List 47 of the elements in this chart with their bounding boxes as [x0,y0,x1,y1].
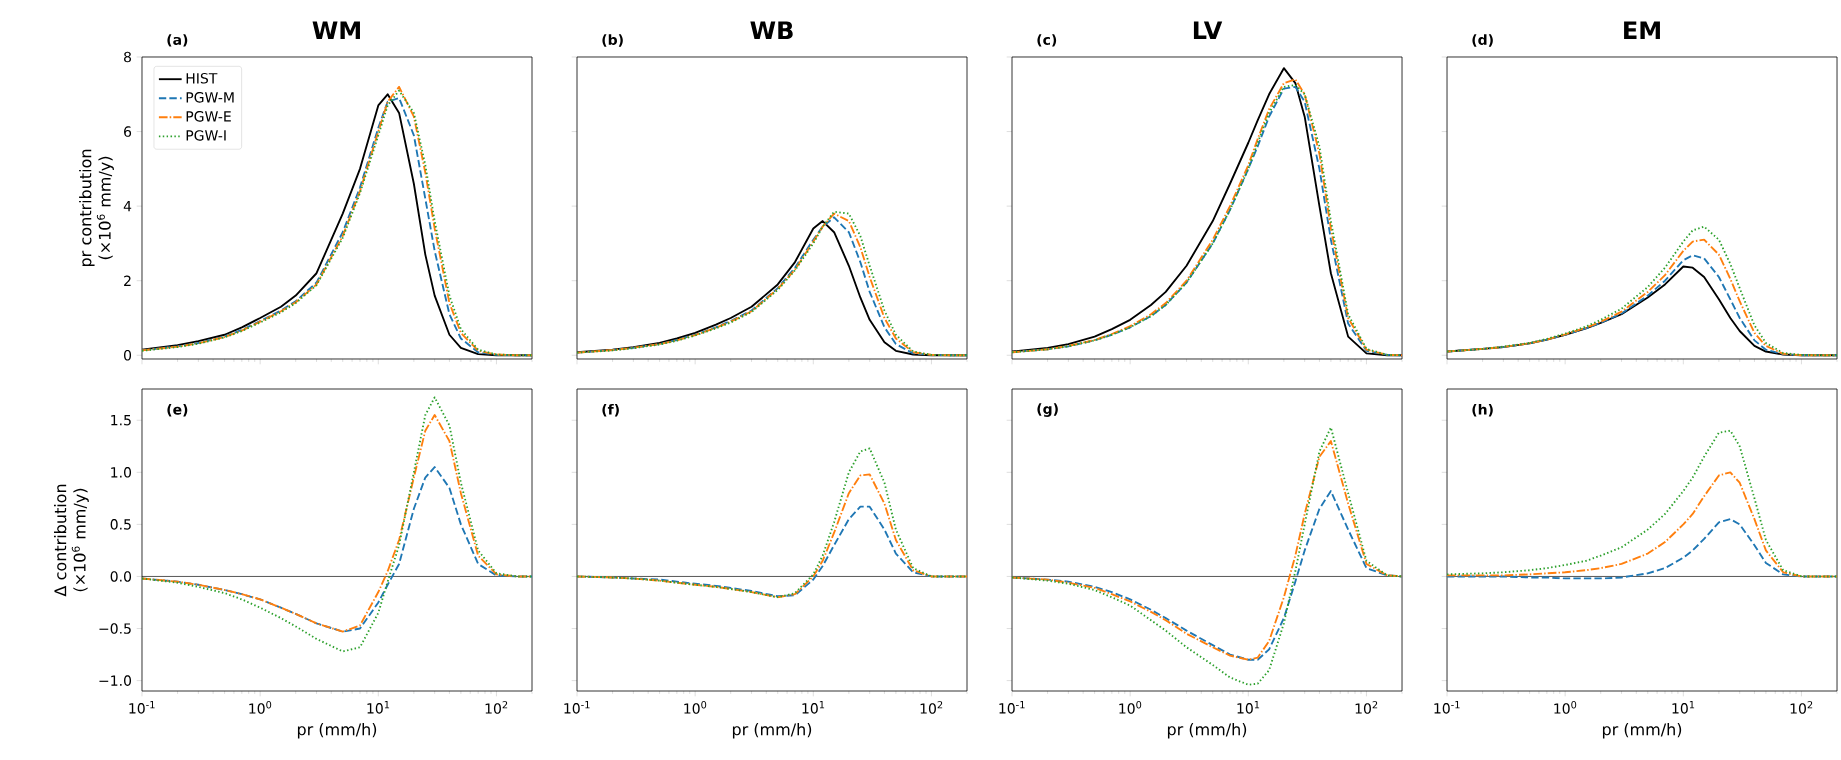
x-tick-label: 10$^{1}$ [367,701,390,714]
y-tick-label: 0.0 [110,571,132,582]
annotation: (f) [602,403,619,417]
chart-title: EM [1624,21,1660,39]
y-tick-label: −1.0 [99,675,132,686]
x-tick-label: 10$^{-1}$ [1434,701,1460,714]
y-tick-label: 1.5 [111,415,131,426]
text: (b) [602,34,623,47]
x-tick-label: 10$^{1}$ [802,701,825,714]
chart-title: WM [312,21,360,39]
annotation: (g) [1037,403,1058,417]
chart-title: LV [1193,21,1223,39]
x-tick-label: 10$^{0}$ [1119,701,1142,714]
x-tick-label: 10$^{2}$ [920,701,943,714]
x-tick-label: 10$^{1}$ [1672,701,1695,714]
legend-label: HIST [186,72,218,84]
x-tick-label: 10$^{2}$ [1790,701,1813,714]
y-tick-label: 4 [123,201,132,212]
x-tick-label: 10$^{0}$ [1554,701,1577,714]
x-axis-title: pr (mm/h) [297,722,377,739]
legend-label: PGW-E [186,111,231,122]
text: (c) [1037,34,1057,47]
annotation: (h) [1472,403,1493,417]
x-tick-label: 10$^{0}$ [684,701,707,714]
y-tick-label: 8 [124,51,132,63]
y-tick-label: 6 [124,126,132,137]
x-axis-title: pr (mm/h) [1602,722,1682,739]
x-tick-label: 10$^{1}$ [1237,701,1260,714]
legend-label: PGW-M [186,92,234,103]
y-tick-label: −0.5 [99,623,131,634]
x-tick-label: 10$^{-1}$ [564,701,590,714]
y-tick-label: 0.5 [110,519,131,530]
annotation: (e) [167,403,188,417]
y-tick-label: 2 [124,275,131,286]
x-tick-label: 10$^{-1}$ [999,701,1025,714]
x-tick-label: 10$^{2}$ [1355,701,1378,714]
legend-label: PGW-I [186,130,226,141]
x-tick-label: 10$^{2}$ [485,701,508,714]
x-tick-label: 10$^{0}$ [249,701,272,714]
x-axis-title: pr (mm/h) [732,722,812,739]
text: (a) [167,34,188,47]
y-tick-label: 0 [123,349,132,361]
text: (d) [1472,34,1493,47]
x-axis-title: pr (mm/h) [1167,722,1247,739]
chart-title: WB [750,21,793,39]
y-tick-label: 1.0 [111,467,132,478]
x-tick-label: 10$^{-1}$ [129,701,155,714]
